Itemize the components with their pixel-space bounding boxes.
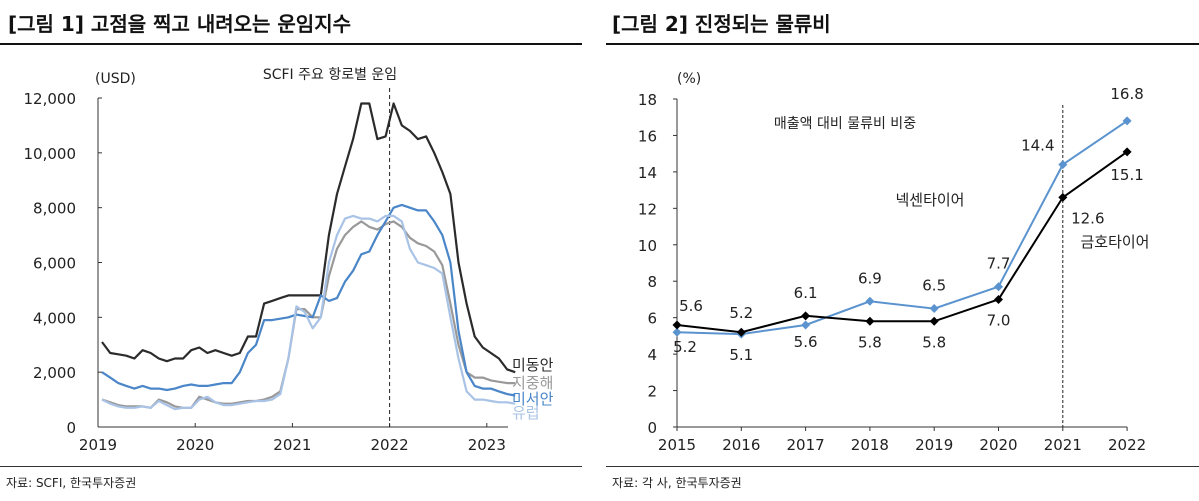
- data-label: 6.5: [922, 277, 946, 295]
- y-tick-label: 2,000: [33, 364, 76, 382]
- x-tick-label: 2022: [1108, 436, 1146, 454]
- x-tick-label: 2018: [851, 436, 889, 454]
- series-label: 금호타이어: [1080, 233, 1149, 251]
- data-label: 5.8: [922, 333, 946, 351]
- series-line-미서안: [101, 203, 516, 397]
- figure1-title: [그림 1] 고점을 찍고 내려오는 운임지수: [8, 12, 352, 36]
- y-tick-label: 12,000: [24, 90, 77, 108]
- y-tick-label: 18: [638, 91, 657, 109]
- y-tick-label: 14: [638, 164, 657, 182]
- data-label: 5.1: [729, 346, 753, 364]
- figure1-source-rule: [0, 466, 582, 467]
- series-line-지중해: [101, 220, 516, 409]
- figure2-source-rule: [606, 466, 1199, 467]
- diamond-marker: [801, 311, 811, 321]
- diamond-marker: [1122, 147, 1132, 157]
- y-tick-label: 6,000: [33, 255, 76, 273]
- y-tick-label: 8,000: [33, 200, 76, 218]
- data-label: 16.8: [1110, 85, 1143, 103]
- data-label: 5.6: [679, 297, 703, 315]
- diamond-marker: [865, 296, 875, 306]
- y-tick-label: 0: [647, 419, 657, 437]
- data-label: 5.2: [673, 338, 697, 356]
- x-tick-label: 2019: [79, 436, 117, 454]
- data-label: 14.4: [1021, 137, 1054, 155]
- y-tick-label: 10: [638, 237, 657, 255]
- diamond-marker: [1122, 116, 1132, 126]
- y-tick-label: 4,000: [33, 309, 76, 327]
- series-label: 미동안: [512, 356, 554, 374]
- x-tick-label: 2015: [658, 436, 696, 454]
- data-label: 5.2: [729, 304, 753, 322]
- data-label: 12.6: [1071, 209, 1104, 227]
- figure2-source: 자료: 각 사, 한국투자증권: [612, 476, 742, 490]
- figure1-source: 자료: SCFI, 한국투자증권: [6, 476, 137, 490]
- chart-title: 매출액 대비 물류비 비중: [774, 116, 916, 132]
- diamond-marker: [1058, 192, 1068, 202]
- x-tick-label: 2020: [176, 436, 214, 454]
- x-tick-label: 2023: [468, 436, 506, 454]
- data-label: 5.8: [858, 333, 882, 351]
- data-label: 6.9: [858, 269, 882, 287]
- series-line-넥센타이어: [676, 120, 1128, 336]
- data-label: 7.7: [987, 255, 1011, 273]
- diamond-marker: [865, 316, 875, 326]
- y-axis-unit: (USD): [95, 71, 136, 87]
- diamond-marker: [929, 304, 939, 314]
- diamond-marker: [994, 282, 1003, 292]
- series-line-금호타이어: [676, 150, 1128, 334]
- chart-title: SCFI 주요 항로별 운임: [263, 67, 397, 83]
- y-tick-label: 10,000: [24, 145, 77, 163]
- x-tick-label: 2020: [979, 436, 1017, 454]
- diamond-marker: [994, 294, 1003, 304]
- diamond-marker: [672, 327, 682, 337]
- y-tick-label: 8: [647, 273, 657, 291]
- y-axis-unit: (%): [677, 71, 701, 87]
- figure1-title-rule: [0, 43, 582, 45]
- series-label: 유럽: [512, 404, 540, 422]
- y-tick-label: 0: [66, 419, 76, 437]
- diamond-marker: [1058, 160, 1068, 170]
- x-tick-label: 2019: [915, 436, 953, 454]
- series-label: 지중해: [512, 374, 553, 392]
- figure2-title: [그림 2] 진정되는 물류비: [612, 12, 831, 36]
- y-tick-label: 12: [638, 200, 657, 218]
- y-tick-label: 2: [647, 383, 657, 401]
- data-label: 5.6: [794, 333, 818, 351]
- series-label: 넥센타이어: [895, 191, 964, 209]
- y-tick-label: 6: [647, 310, 657, 328]
- diamond-marker: [736, 327, 746, 337]
- diamond-marker: [672, 320, 682, 330]
- series-line-유럽: [101, 214, 516, 411]
- x-tick-label: 2021: [273, 436, 311, 454]
- data-label: 7.0: [987, 311, 1011, 329]
- data-label: 6.1: [794, 284, 818, 302]
- data-label: 15.1: [1110, 166, 1143, 184]
- figure2-title-rule: [606, 43, 1199, 45]
- series-label: 미서안: [512, 390, 554, 408]
- x-tick-label: 2021: [1044, 436, 1082, 454]
- x-tick-label: 2017: [787, 436, 825, 454]
- series-line-미동안: [101, 102, 516, 374]
- x-tick-label: 2016: [722, 436, 760, 454]
- x-tick-label: 2022: [371, 436, 409, 454]
- y-tick-label: 16: [638, 127, 657, 145]
- diamond-marker: [801, 320, 811, 330]
- y-tick-label: 4: [647, 346, 657, 364]
- diamond-marker: [929, 316, 939, 326]
